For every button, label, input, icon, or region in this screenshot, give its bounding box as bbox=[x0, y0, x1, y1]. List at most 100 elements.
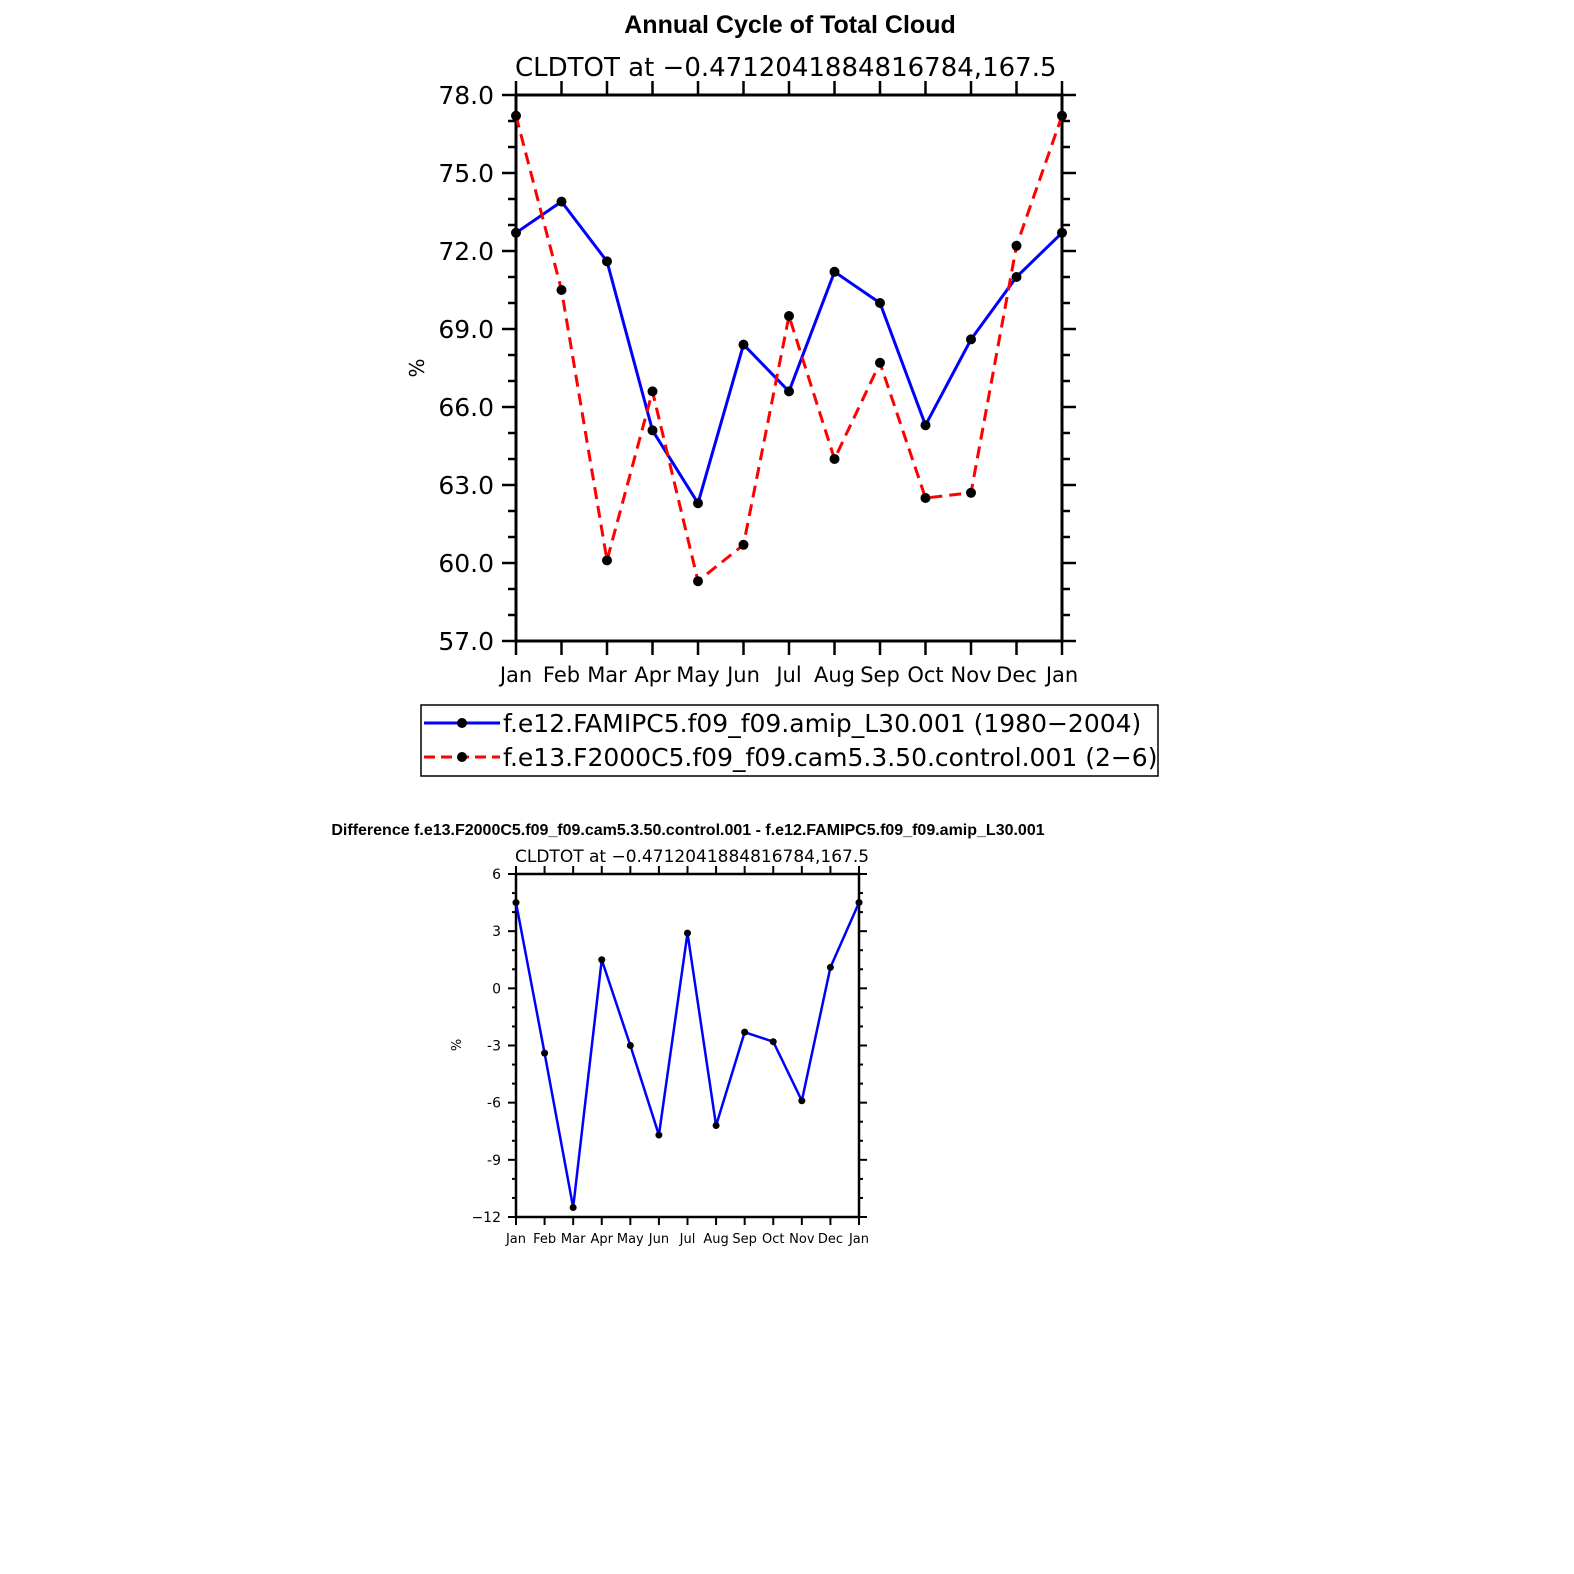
data-point-series-1 bbox=[826, 963, 834, 971]
x-tick-label: Aug bbox=[814, 663, 855, 687]
data-point-series-1 bbox=[875, 298, 885, 308]
plot-frame bbox=[514, 872, 861, 1219]
data-point-series-1 bbox=[626, 1042, 634, 1049]
y-tick-label: 63.0 bbox=[438, 471, 494, 500]
data-point-series-1 bbox=[784, 386, 794, 397]
data-point-series-1 bbox=[541, 1049, 549, 1057]
y-tick-label: 6 bbox=[492, 867, 501, 883]
plot-border bbox=[514, 93, 1064, 643]
x-tick-label: Mar bbox=[587, 663, 627, 687]
data-point-series-2 bbox=[784, 311, 794, 321]
legend-box bbox=[420, 704, 1159, 777]
legend-marker-series-2 bbox=[457, 752, 467, 762]
y-tick-label: -6 bbox=[487, 1096, 501, 1112]
y-tick-label: 78.0 bbox=[438, 81, 494, 110]
data-point-series-1 bbox=[598, 956, 606, 964]
legend: f.e12.FAMIPC5.f09_f09.amip_L30.001 (1980… bbox=[420, 704, 1159, 777]
x-tick-label: May bbox=[617, 1232, 644, 1247]
data-point-series-1 bbox=[855, 899, 863, 907]
x-tick-label: Nov bbox=[789, 1232, 815, 1247]
data-point-series-2 bbox=[829, 454, 840, 464]
data-point-series-1 bbox=[647, 425, 658, 436]
x-axis: Jan Feb Mar Apr May Jun Jul Aug Sep Oct Nov Dec Jan bbox=[505, 866, 869, 1247]
x-tick-label: Jan bbox=[848, 1232, 869, 1247]
x-tick-label: Apr bbox=[634, 663, 671, 687]
y-tick-label: 69.0 bbox=[438, 315, 494, 344]
data-point-series-1 bbox=[511, 227, 521, 238]
y-tick-label: 60.0 bbox=[438, 549, 494, 578]
x-tick-label: Jan bbox=[1044, 663, 1078, 687]
x-tick-label: Dec bbox=[818, 1232, 843, 1247]
data-point-series-2 bbox=[556, 285, 567, 295]
data-point-series-2 bbox=[693, 576, 703, 587]
x-tick-label: Jul bbox=[679, 1232, 696, 1247]
y-axis-label: % bbox=[405, 358, 429, 377]
x-tick-label: Jan bbox=[505, 1232, 526, 1247]
x-tick-label: Aug bbox=[703, 1232, 728, 1247]
data-point-series-1 bbox=[693, 498, 703, 509]
y-tick-label: 57.0 bbox=[438, 627, 494, 656]
legend-label-series-1: f.e12.FAMIPC5.f09_f09.amip_L30.001 (1980… bbox=[503, 709, 1141, 738]
x-axis: Jan Feb Mar Apr May Jun Jul Aug Sep Oct Nov Dec Jan bbox=[498, 81, 1078, 687]
plot-border bbox=[514, 872, 861, 1219]
x-tick-label: Oct bbox=[907, 663, 943, 687]
x-tick-label: Feb bbox=[543, 663, 580, 687]
data-point-series-1 bbox=[602, 256, 612, 267]
plot-frame bbox=[514, 93, 1064, 643]
x-tick-label: Dec bbox=[996, 663, 1037, 687]
data-point-series-1 bbox=[741, 1028, 749, 1036]
series-line-2 bbox=[514, 115, 1064, 583]
data-point-series-1 bbox=[712, 1122, 720, 1130]
data-point-series-1 bbox=[512, 899, 520, 907]
x-tick-label: Sep bbox=[860, 663, 900, 687]
data-point-series-2 bbox=[738, 539, 749, 550]
y-tick-label: 3 bbox=[492, 924, 501, 940]
chart-subtitle: CLDTOT at −0.4712041884816784,167.5 bbox=[515, 53, 1057, 83]
y-axis-label: % bbox=[450, 1039, 465, 1051]
x-tick-label: Jun bbox=[725, 663, 760, 687]
data-point-series-1 bbox=[798, 1097, 806, 1105]
chart-title: Annual Cycle of Total Cloud bbox=[624, 11, 955, 39]
chart-subtitle: CLDTOT at −0.4712041884816784,167.5 bbox=[515, 847, 869, 867]
data-point-series-1 bbox=[738, 339, 749, 350]
chart-title: Difference f.e13.F2000C5.f09_f09.cam5.3.… bbox=[331, 822, 1044, 839]
legend-label-series-2: f.e13.F2000C5.f09_f09.cam5.3.50.control.… bbox=[503, 743, 1157, 772]
x-tick-label: May bbox=[676, 663, 719, 687]
annual-cycle-chart: Annual Cycle of Total Cloud CLDTOT at −0… bbox=[405, 11, 1159, 777]
data-point-series-2 bbox=[966, 487, 976, 498]
y-tick-label: 66.0 bbox=[438, 393, 494, 422]
x-tick-label: Apr bbox=[591, 1232, 614, 1247]
series-line-1 bbox=[515, 200, 1064, 505]
data-point-series-1 bbox=[655, 1131, 663, 1139]
data-point-series-2 bbox=[1057, 110, 1067, 121]
data-point-series-1 bbox=[684, 929, 691, 937]
legend-marker-series-1 bbox=[457, 718, 467, 728]
x-tick-label: Oct bbox=[762, 1232, 784, 1247]
x-tick-label: Jun bbox=[648, 1232, 669, 1247]
y-tick-label: −12 bbox=[471, 1210, 501, 1226]
data-point-series-2 bbox=[647, 386, 658, 397]
difference-chart: Difference f.e13.F2000C5.f09_f09.cam5.3.… bbox=[331, 822, 1044, 1247]
x-tick-label: Nov bbox=[951, 663, 992, 687]
data-point-series-1 bbox=[920, 420, 931, 431]
data-point-series-1 bbox=[569, 1203, 577, 1211]
data-point-series-2 bbox=[602, 555, 612, 566]
data-point-series-1 bbox=[829, 266, 840, 277]
data-point-series-2 bbox=[920, 493, 931, 503]
x-tick-label: Jul bbox=[774, 663, 801, 687]
data-point-series-1 bbox=[769, 1038, 777, 1046]
data-point-series-2 bbox=[511, 110, 521, 121]
data-point-series-2 bbox=[875, 357, 885, 368]
y-axis: 57.0 60.0 63.0 66.0 69.0 72.0 75.0 78.0 bbox=[438, 81, 1076, 656]
y-axis: −12 -9 -6 -3 0 3 6 bbox=[471, 867, 867, 1226]
series-line-1 bbox=[514, 902, 861, 1209]
data-point-series-2 bbox=[1011, 240, 1022, 251]
plot-area bbox=[511, 110, 1067, 587]
data-point-series-1 bbox=[1057, 227, 1067, 238]
data-point-series-1 bbox=[1011, 272, 1022, 282]
x-tick-label: Feb bbox=[533, 1232, 556, 1247]
y-tick-label: -3 bbox=[487, 1039, 501, 1055]
data-point-series-1 bbox=[556, 196, 567, 207]
y-tick-label: 75.0 bbox=[438, 159, 494, 188]
